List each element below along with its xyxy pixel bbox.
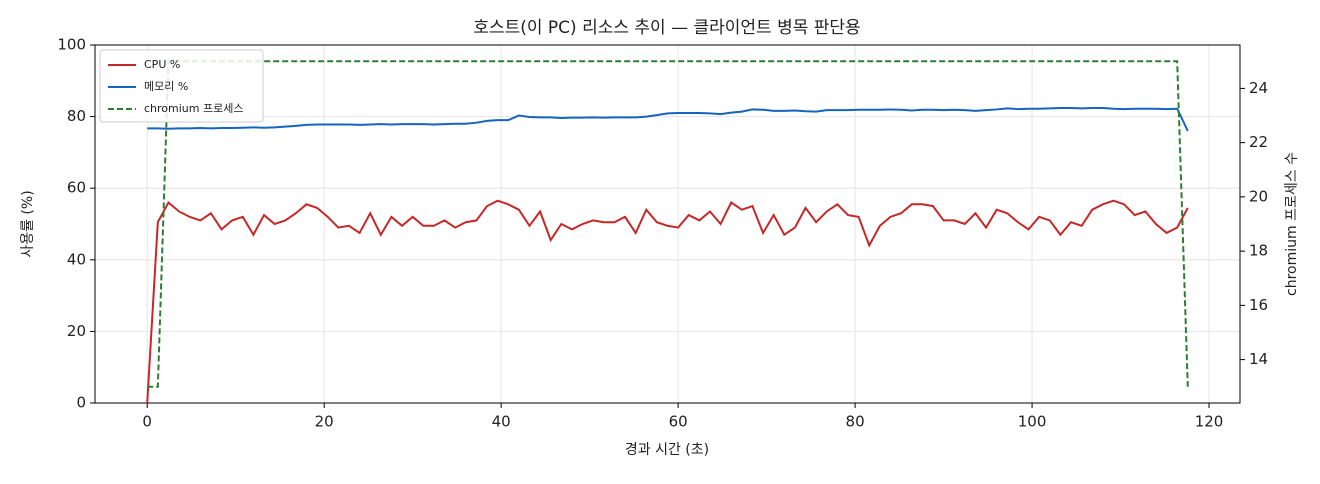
legend-label: CPU % bbox=[144, 58, 180, 71]
series-line bbox=[147, 107, 1189, 132]
y-axis-label: 사용률 (%) bbox=[20, 190, 36, 257]
series-line bbox=[146, 199, 1189, 404]
x-tick-label: 100 bbox=[1018, 413, 1047, 431]
y-tick-label: 60 bbox=[67, 179, 86, 197]
x-tick-label: 0 bbox=[142, 413, 152, 431]
legend-label: chromium 프로세스 bbox=[144, 102, 243, 115]
y2-tick-label: 20 bbox=[1249, 187, 1268, 205]
y2-tick-label: 16 bbox=[1249, 296, 1268, 314]
x-tick-label: 120 bbox=[1195, 413, 1224, 431]
x-tick-label: 20 bbox=[315, 413, 334, 431]
y2-tick-label: 14 bbox=[1249, 350, 1268, 368]
y2-tick-label: 24 bbox=[1249, 79, 1268, 97]
legend-label: 메모리 % bbox=[144, 80, 188, 93]
plot-frame bbox=[94, 44, 1241, 404]
y2-tick-label: 22 bbox=[1249, 133, 1268, 151]
legend: CPU % 메모리 % chromium 프로세스 bbox=[99, 49, 264, 123]
chart-title: 호스트(이 PC) 리소스 추이 — 클라이언트 병목 판단용 bbox=[473, 18, 860, 38]
x-axis-label: 경과 시간 (초) bbox=[625, 442, 709, 458]
series-line bbox=[147, 60, 1189, 388]
y-tick-label: 100 bbox=[57, 36, 86, 54]
y-tick-label: 0 bbox=[76, 394, 86, 412]
y-tick-label: 20 bbox=[67, 322, 86, 340]
y-tick-label: 80 bbox=[67, 107, 86, 125]
y2-tick-label: 18 bbox=[1249, 242, 1268, 260]
legend-box bbox=[99, 49, 264, 123]
x-tick-label: 40 bbox=[492, 413, 511, 431]
x-tick-label: 80 bbox=[846, 413, 865, 431]
y2-axis-label: chromium 프로세스 수 bbox=[1284, 152, 1300, 296]
y-tick-label: 40 bbox=[67, 250, 86, 268]
x-tick-label: 60 bbox=[669, 413, 688, 431]
